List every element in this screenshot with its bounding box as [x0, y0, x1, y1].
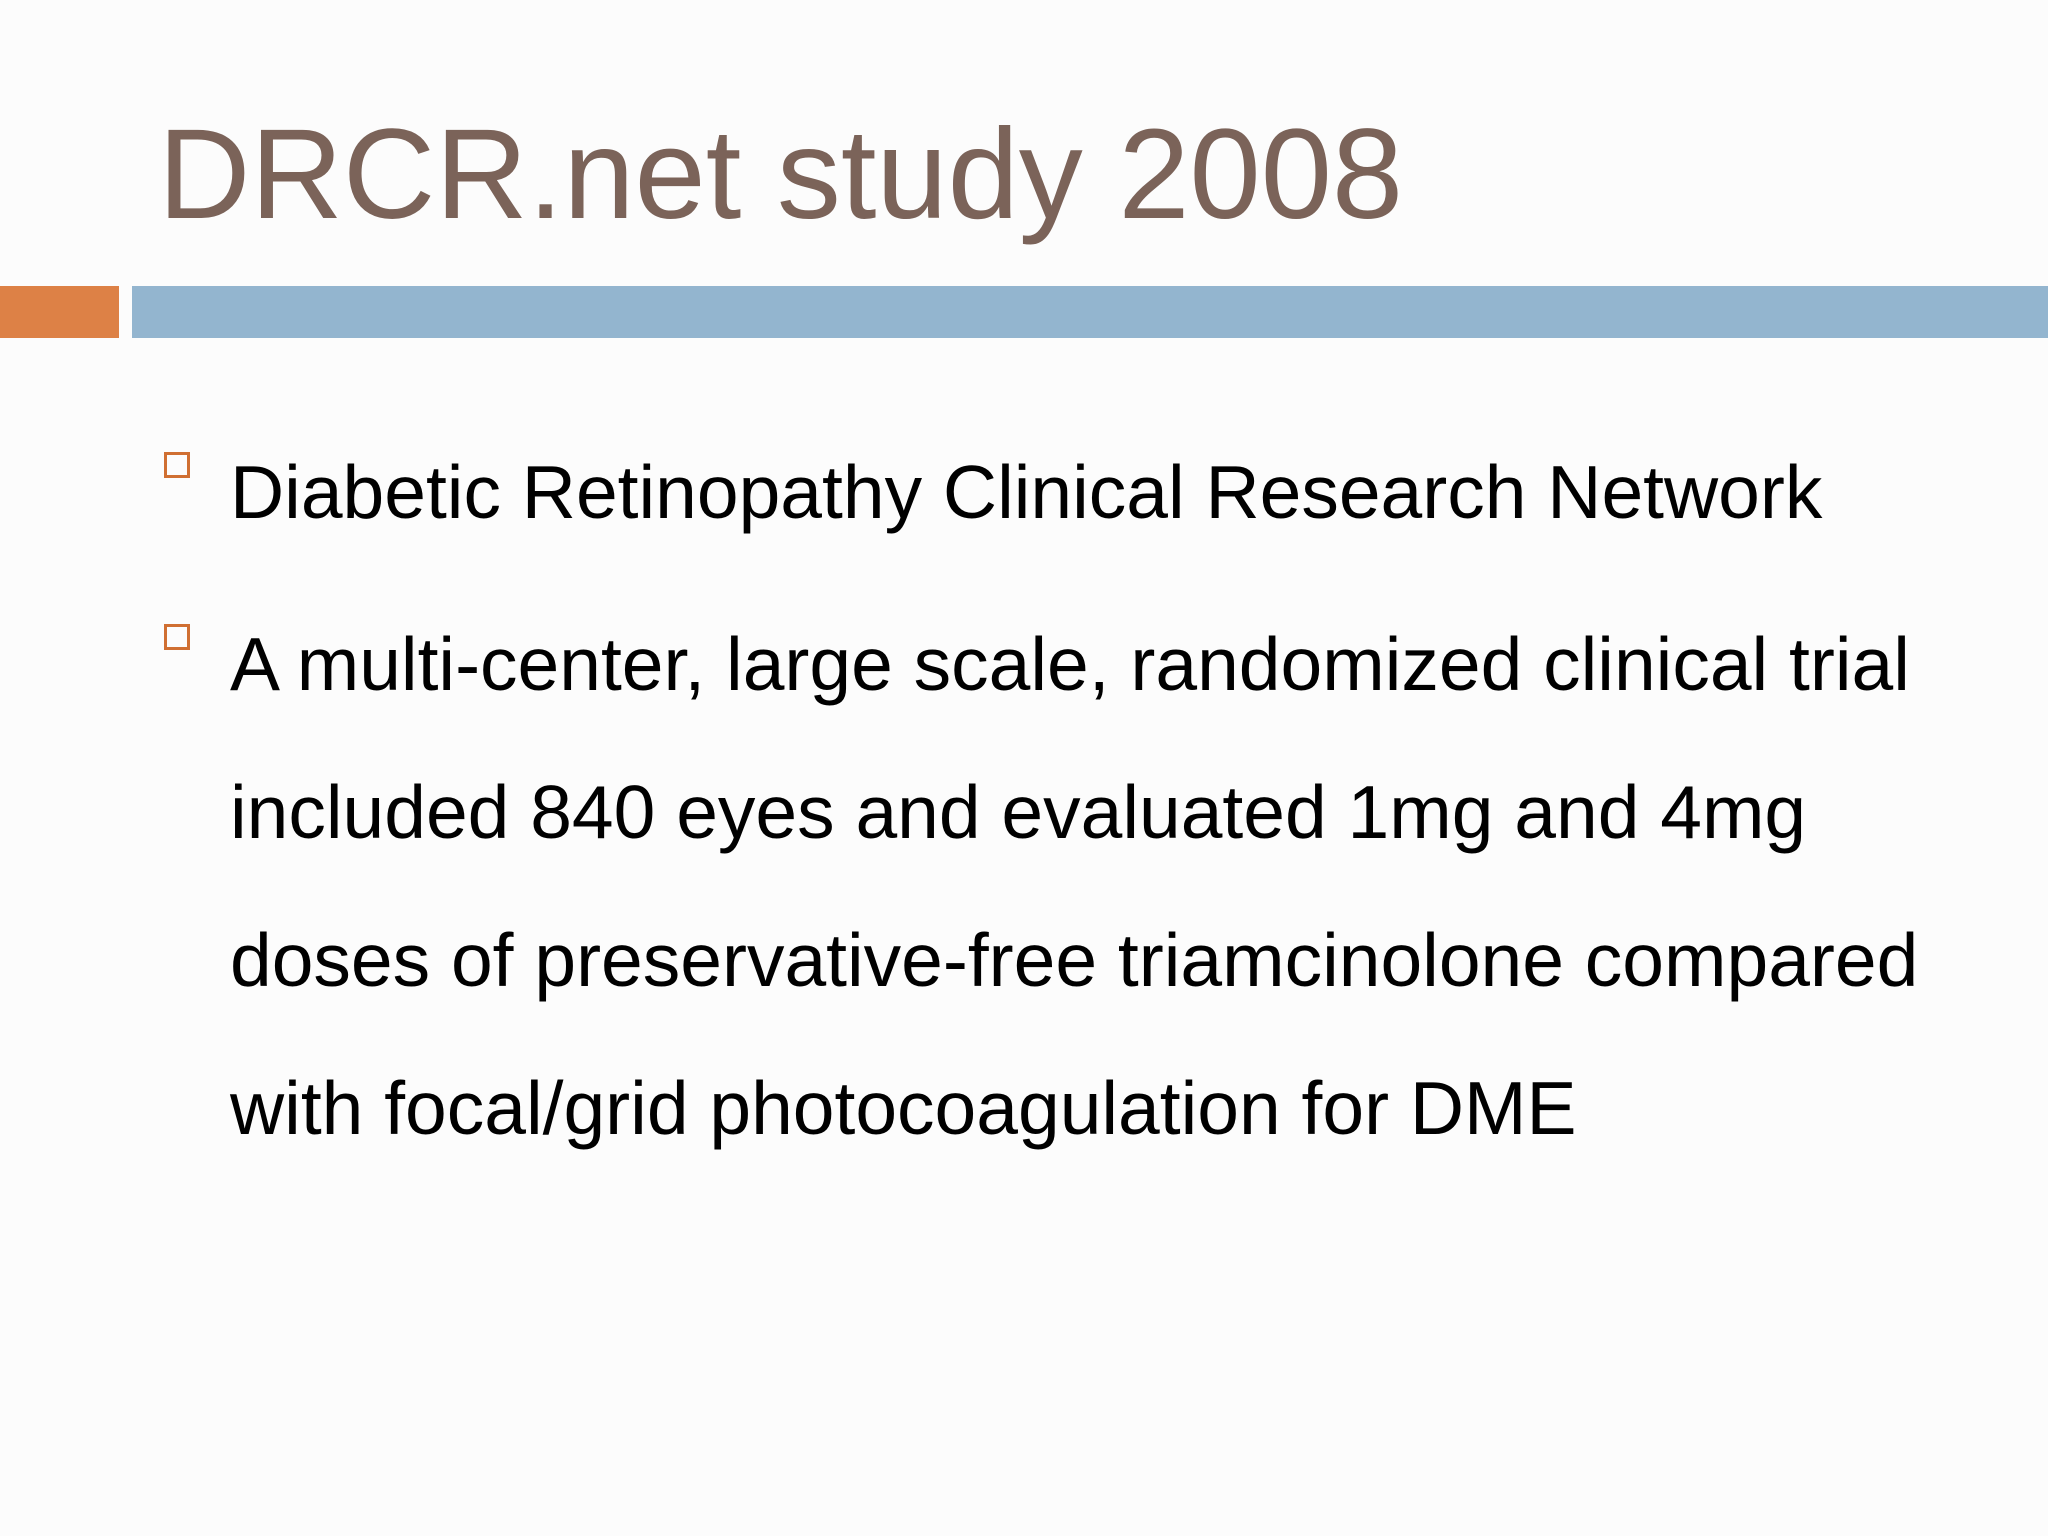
bullet-list: Diabetic Retinopathy Clinical Research N…	[158, 418, 1958, 1206]
hollow-square-bullet-icon	[164, 624, 190, 650]
bullet-item: A multi-center, large scale, randomized …	[158, 590, 1958, 1182]
hollow-square-bullet-icon	[164, 452, 190, 478]
title-rule-orange-accent	[0, 286, 119, 338]
title-rule-blue-bar	[132, 286, 2048, 338]
bullet-item: Diabetic Retinopathy Clinical Research N…	[158, 418, 1958, 566]
bullet-text: A multi-center, large scale, randomized …	[230, 622, 1919, 1150]
bullet-text: Diabetic Retinopathy Clinical Research N…	[230, 450, 1823, 534]
slide-title: DRCR.net study 2008	[158, 103, 1404, 246]
